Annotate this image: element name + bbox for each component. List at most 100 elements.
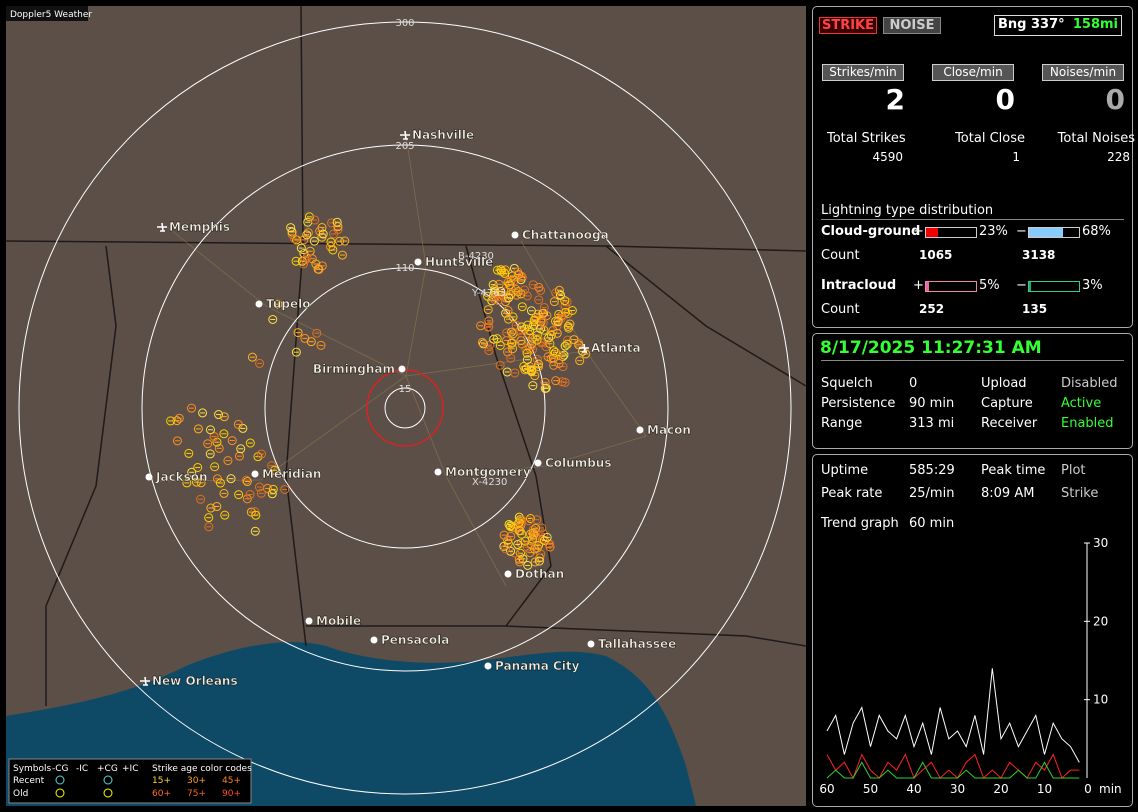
strike-button[interactable]: STRIKE — [819, 17, 877, 34]
percent-label: 5% — [979, 278, 1000, 293]
total-value: 4590 — [872, 150, 903, 164]
bearing: Bng 337° — [998, 17, 1065, 32]
strike-symbol — [182, 478, 192, 488]
strike-symbol — [542, 311, 552, 321]
field: Disabled — [1061, 376, 1118, 391]
x-tick-label: 60 — [819, 782, 834, 796]
strike-symbol — [551, 376, 561, 386]
strike-symbol — [219, 488, 229, 498]
rate-button[interactable]: Noises/min — [1042, 64, 1124, 81]
strike-symbol — [550, 348, 560, 358]
airport-icon — [579, 343, 589, 353]
strike-symbol — [507, 327, 517, 337]
divider — [821, 360, 1124, 361]
strike-symbol — [312, 328, 322, 338]
strike-symbol — [514, 518, 524, 528]
strike-symbol — [534, 359, 544, 369]
rate-button[interactable]: Strikes/min — [822, 64, 904, 81]
percent-bar — [925, 281, 977, 292]
strike-symbol — [574, 340, 584, 350]
strike-symbol — [245, 438, 255, 448]
strike-symbol — [527, 339, 537, 349]
strike-symbol — [521, 364, 531, 374]
legend-symbol: -IC — [76, 764, 88, 774]
strike-symbol — [581, 349, 591, 359]
strike-symbol — [549, 297, 559, 307]
total-value: 228 — [1107, 150, 1130, 164]
strike-symbol — [558, 352, 568, 362]
strike-symbol — [517, 328, 527, 338]
city-label: Montgomery — [445, 465, 531, 479]
city-dot — [534, 459, 542, 467]
rate-value: 0 — [1105, 83, 1125, 116]
legend-symbol: +IC — [122, 764, 138, 774]
strike-symbol — [335, 236, 345, 246]
trend-panel: Uptime 585:29 Peak time Plot Peak rate 25/min… — [812, 454, 1133, 807]
state-borders — [6, 6, 806, 706]
strike-symbol — [193, 424, 203, 434]
strike-symbol — [536, 285, 546, 295]
strike-symbol — [174, 413, 184, 423]
strike-symbol — [546, 330, 556, 340]
strike-symbol — [204, 513, 214, 523]
strike-symbol — [549, 360, 559, 370]
age-code: 90+ — [222, 789, 241, 799]
strike-symbol — [569, 335, 579, 345]
percent-bar — [925, 227, 977, 238]
strike-symbol — [512, 290, 522, 300]
strike-symbol — [513, 540, 523, 550]
city-dot — [434, 468, 442, 476]
strike-symbol — [506, 546, 516, 556]
strike-symbol — [496, 286, 506, 296]
strike-symbol — [256, 488, 266, 498]
strike-symbol — [540, 377, 550, 387]
strike-symbol — [484, 316, 494, 326]
strike-symbol — [234, 451, 244, 461]
distance: 158mi — [1072, 17, 1118, 32]
y-tick-label: 30 — [1093, 536, 1108, 550]
trend-line — [826, 761, 1080, 779]
rate-button[interactable]: Close/min — [932, 64, 1014, 81]
strike-symbol — [503, 306, 513, 316]
strike-symbol — [302, 252, 312, 262]
city-dot — [251, 470, 259, 478]
strike-symbol — [318, 229, 328, 239]
strike-symbol — [219, 429, 229, 439]
noise-button[interactable]: NOISE — [883, 17, 941, 34]
status-panel: STRIKE NOISE Bng 337° 158mi Strikes/min 2… — [812, 6, 1135, 328]
strike-symbol — [527, 367, 537, 377]
airport-icon — [140, 676, 150, 686]
strike-symbol — [504, 519, 514, 529]
strike-symbol — [508, 344, 518, 354]
city-dot — [145, 473, 153, 481]
strike-symbol — [519, 361, 529, 371]
strike-symbol — [554, 315, 564, 325]
strike-symbol — [257, 449, 267, 459]
percent-fill — [926, 228, 938, 237]
strike-symbol — [562, 339, 572, 349]
strike-symbol — [269, 465, 279, 475]
x-tick-label: 50 — [863, 782, 878, 796]
strike-symbol — [242, 494, 252, 504]
field: Uptime — [821, 463, 869, 478]
strike-symbol — [519, 285, 529, 295]
percent-label: 23% — [979, 224, 1008, 239]
x-tick-label: 40 — [906, 782, 921, 796]
field: Range — [821, 416, 863, 431]
total-label: Total Noises — [1057, 131, 1135, 146]
field: Persistence — [821, 396, 896, 411]
field: Strike — [1061, 486, 1099, 501]
strike-symbol — [516, 275, 526, 285]
settings-panel: 8/17/2025 11:27:31 AM Squelch 0 Upload Disa… — [812, 333, 1133, 449]
ring-label: 110 — [395, 263, 414, 274]
city-dot — [370, 636, 378, 644]
field: 25/min — [909, 486, 955, 501]
city-dot — [587, 640, 595, 648]
legend-title: Strike age color codes — [152, 764, 252, 774]
city-label: Columbus — [545, 456, 612, 470]
trend-line — [826, 668, 1080, 763]
strike-symbol — [299, 235, 309, 245]
total-label: Total Close — [955, 131, 1025, 146]
strike-symbol — [300, 255, 310, 265]
trend-window: 60 min — [909, 516, 955, 531]
